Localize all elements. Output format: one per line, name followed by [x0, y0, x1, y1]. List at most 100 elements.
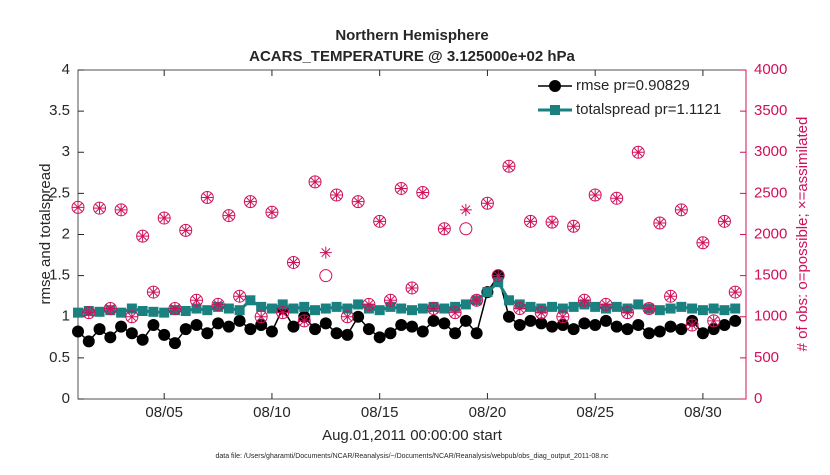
- point: [384, 327, 397, 340]
- obs-assimilated: [395, 182, 408, 195]
- point: [719, 305, 730, 316]
- point: [470, 327, 483, 340]
- plot-frame: [77, 69, 747, 400]
- point: [331, 301, 342, 312]
- point: [427, 314, 440, 327]
- point: [621, 323, 634, 336]
- point: [599, 314, 612, 327]
- x-axis-label: Aug.01,2011 00:00:00 start: [322, 427, 503, 444]
- point: [578, 317, 591, 330]
- obs-assimilated: [136, 230, 149, 243]
- point: [94, 306, 105, 317]
- point: [696, 327, 709, 340]
- y-tick-label: 0: [62, 390, 70, 407]
- obs-assimilated: [158, 212, 171, 225]
- x-tick-label: 08/30: [684, 404, 722, 421]
- obs-assimilated: [524, 215, 537, 228]
- obs-assimilated: [212, 298, 225, 311]
- y2-tick-label: 0: [754, 390, 762, 407]
- legend-label: rmse pr=0.90829: [576, 77, 690, 94]
- point: [633, 299, 644, 310]
- point: [320, 303, 331, 314]
- point: [288, 303, 299, 314]
- point: [180, 305, 191, 316]
- point: [234, 305, 245, 316]
- obs-assimilated: [330, 189, 343, 202]
- point: [352, 310, 365, 323]
- x-tick-label: 08/10: [253, 404, 291, 421]
- point: [137, 305, 148, 316]
- point: [72, 325, 84, 338]
- point: [256, 301, 267, 312]
- obs-assimilated: [535, 306, 548, 319]
- obs-assimilated: [201, 191, 214, 204]
- obs-assimilated: [309, 175, 322, 188]
- obs-assimilated: [373, 215, 386, 228]
- obs-assimilated: [265, 206, 278, 219]
- y2-tick-label: 2500: [754, 184, 787, 201]
- y2-tick-label: 4000: [754, 61, 787, 78]
- obs-assimilated: [686, 318, 699, 331]
- point: [266, 303, 277, 314]
- obs-possible: [459, 222, 473, 236]
- point: [265, 325, 278, 338]
- obs-assimilated: [115, 203, 128, 216]
- obs-assimilated: [384, 294, 397, 307]
- legend-label: totalspread pr=1.1121: [576, 101, 721, 118]
- point: [233, 314, 246, 327]
- obs-assimilated: [567, 220, 580, 233]
- obs-assimilated: [222, 209, 235, 222]
- point: [730, 303, 741, 314]
- y-axis-label: rmse and totalspread: [37, 164, 54, 305]
- point: [395, 318, 408, 331]
- obs-assimilated: [298, 314, 311, 327]
- point: [589, 318, 602, 331]
- point: [557, 303, 568, 314]
- obs-assimilated: [82, 306, 95, 319]
- point: [159, 307, 170, 318]
- obs-possible: [319, 269, 333, 283]
- point: [459, 314, 472, 327]
- point: [179, 323, 192, 336]
- point: [643, 327, 656, 340]
- point: [158, 328, 171, 341]
- y-tick-label: 3.5: [49, 102, 70, 119]
- obs-assimilated: [104, 302, 117, 315]
- point: [665, 303, 676, 314]
- point: [342, 303, 353, 314]
- point: [115, 320, 128, 333]
- y-tick-label: 4: [62, 61, 70, 78]
- point: [653, 325, 666, 338]
- point: [718, 318, 731, 331]
- point: [654, 305, 665, 316]
- x-tick-label: 08/20: [469, 404, 507, 421]
- point: [407, 305, 417, 316]
- obs-assimilated: [696, 236, 709, 249]
- obs-assimilated: [718, 215, 731, 228]
- obs-assimilated: [341, 310, 354, 323]
- point: [309, 323, 322, 336]
- obs-assimilated: [147, 286, 160, 299]
- y-tick-label: 2.5: [49, 184, 70, 201]
- point: [73, 307, 83, 318]
- point: [168, 337, 181, 350]
- obs-assimilated: [287, 256, 300, 269]
- obs-assimilated: [599, 298, 612, 311]
- point: [676, 301, 687, 312]
- y2-tick-label: 1000: [754, 308, 787, 325]
- obs-assimilated: [168, 302, 181, 315]
- chart-title: Northern Hemisphere: [335, 27, 488, 44]
- point: [116, 307, 127, 318]
- obs-assimilated: [621, 306, 634, 319]
- point: [374, 305, 385, 316]
- point: [449, 327, 462, 340]
- point: [191, 303, 202, 314]
- y2-tick-label: 3000: [754, 143, 787, 160]
- point: [439, 303, 450, 314]
- obs-assimilated: [406, 281, 418, 294]
- obs-assimilated: [416, 186, 429, 199]
- point: [202, 305, 213, 316]
- point: [525, 301, 536, 312]
- point: [93, 323, 106, 336]
- obs-assimilated: [707, 314, 720, 327]
